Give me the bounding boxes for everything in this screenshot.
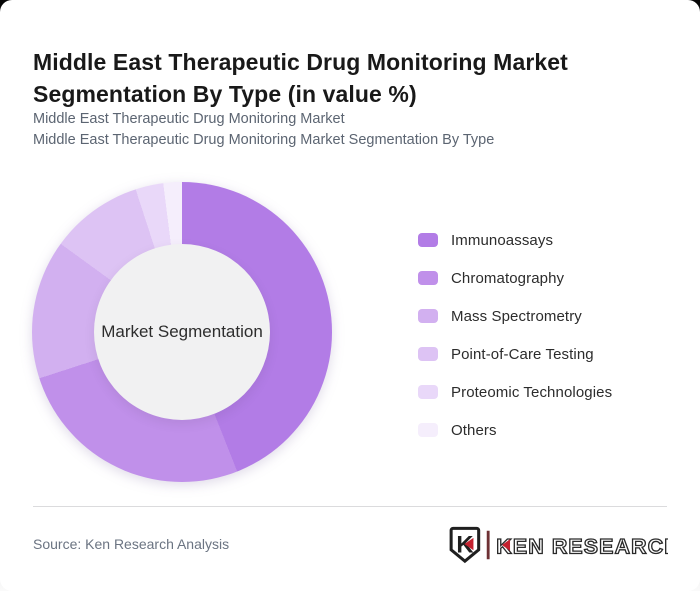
logo-wordmark: KEN RESEARCH bbox=[496, 535, 668, 559]
legend-label: Immunoassays bbox=[451, 231, 554, 249]
chart-title: Middle East Therapeutic Drug Monitoring … bbox=[33, 49, 568, 108]
legend-item-chromatography[interactable]: Chromatography bbox=[418, 259, 612, 297]
legend-item-proteomic-technologies[interactable]: Proteomic Technologies bbox=[418, 373, 612, 411]
subtitle-line-1: Middle East Therapeutic Drug Monitoring … bbox=[33, 111, 345, 127]
subtitle-line-2: Middle East Therapeutic Drug Monitoring … bbox=[33, 132, 495, 148]
legend-swatch-icon bbox=[418, 271, 438, 285]
donut-center: Market Segmentation bbox=[94, 244, 270, 420]
logo-shield-letter: K bbox=[456, 532, 473, 559]
chart-subtitle: Middle East Therapeutic Drug Monitoring … bbox=[33, 109, 494, 151]
legend-label: Mass Spectrometry bbox=[451, 307, 582, 325]
legend-label: Others bbox=[451, 421, 497, 439]
logo-wordmark-triangle-icon bbox=[501, 539, 511, 551]
source-note: Source: Ken Research Analysis bbox=[33, 536, 230, 552]
ken-research-logo-icon: K KEN RESEARCH bbox=[449, 526, 668, 564]
logo-shield-triangle-icon bbox=[464, 537, 474, 551]
legend-label: Point-of-Care Testing bbox=[451, 345, 594, 363]
legend-item-others[interactable]: Others bbox=[418, 411, 612, 449]
legend-item-immunoassays[interactable]: Immunoassays bbox=[418, 221, 612, 259]
legend-item-mass-spectrometry[interactable]: Mass Spectrometry bbox=[418, 297, 612, 335]
legend-swatch-icon bbox=[418, 385, 438, 399]
footer-divider bbox=[33, 506, 667, 507]
donut-center-label: Market Segmentation bbox=[101, 322, 263, 341]
legend-swatch-icon bbox=[418, 309, 438, 323]
donut-chart[interactable]: Market Segmentation bbox=[32, 182, 332, 482]
legend-label: Chromatography bbox=[451, 269, 565, 287]
logo-shield-icon bbox=[449, 526, 481, 564]
legend-item-point-of-care-testing[interactable]: Point-of-Care Testing bbox=[418, 335, 612, 373]
logo-separator-bar bbox=[486, 530, 490, 560]
legend-swatch-icon bbox=[418, 423, 438, 437]
legend-label: Proteomic Technologies bbox=[451, 383, 613, 401]
legend: Immunoassays Chromatography Mass Spectro… bbox=[418, 221, 612, 449]
legend-swatch-icon bbox=[418, 347, 438, 361]
legend-swatch-icon bbox=[418, 233, 438, 247]
